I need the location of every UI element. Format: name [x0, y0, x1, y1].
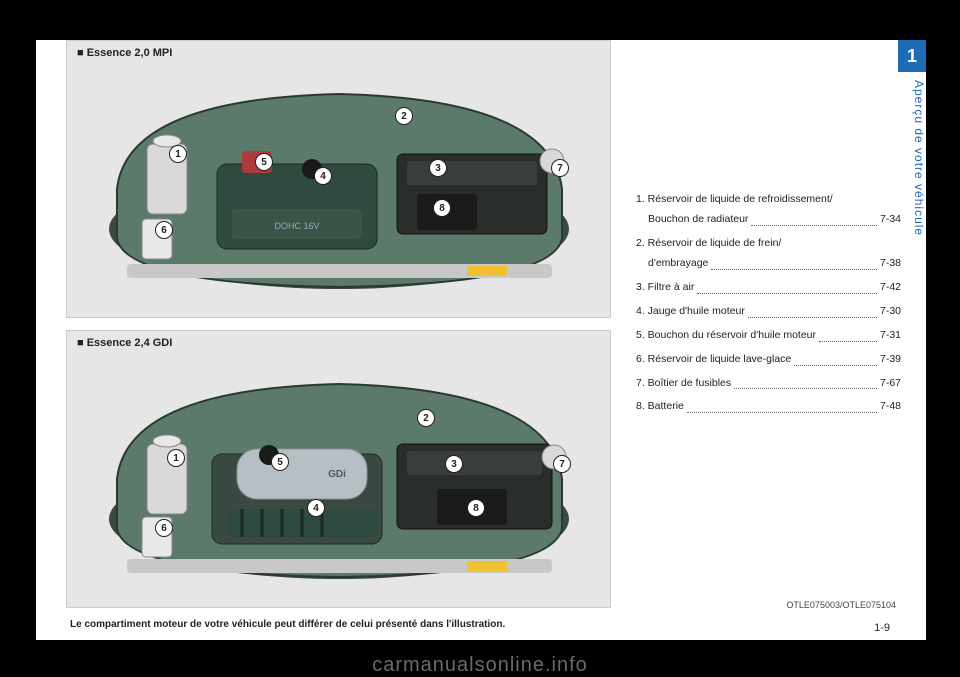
callout-5: 5: [255, 153, 273, 171]
callout-6: 6: [155, 221, 173, 239]
list-item: 7. Boîtier de fusibles7-67: [636, 374, 901, 394]
figure-engine-bottom: ■ Essence 2,4 GDI GDi: [66, 330, 611, 608]
svg-text:GDi: GDi: [328, 469, 346, 480]
callout-5: 5: [271, 453, 289, 471]
callout-1: 1: [169, 145, 187, 163]
callout-3: 3: [429, 159, 447, 177]
callout-2: 2: [395, 107, 413, 125]
list-item: 2. Réservoir de liquide de frein/d'embra…: [636, 234, 901, 274]
figure-caption: Le compartiment moteur de votre véhicule…: [70, 619, 505, 630]
callout-2: 2: [417, 409, 435, 427]
manual-page: 1 Aperçu de votre véhicule CarManuals2.c…: [36, 40, 926, 640]
section-side-label: Aperçu de votre véhicule: [906, 80, 926, 290]
page-number: 1-9: [874, 622, 890, 634]
list-item: 5. Bouchon du réservoir d'huile moteur7-…: [636, 326, 901, 346]
engine-illustration-top: DOHC 16V 1 2 3 4 5 6 7 8: [97, 69, 582, 294]
callout-7: 7: [553, 455, 571, 473]
svg-text:DOHC 16V: DOHC 16V: [274, 221, 319, 231]
callout-7: 7: [551, 159, 569, 177]
callout-4: 4: [314, 167, 332, 185]
component-list: 1. Réservoir de liquide de refroidisseme…: [636, 190, 901, 421]
callout-3: 3: [445, 455, 463, 473]
callout-6: 6: [155, 519, 173, 537]
figure-bottom-label: ■ Essence 2,4 GDI: [77, 337, 172, 349]
list-item: 3. Filtre à air7-42: [636, 278, 901, 298]
figure-engine-top: ■ Essence 2,0 MPI DOHC 16V: [66, 40, 611, 318]
callout-1: 1: [167, 449, 185, 467]
figure-code: OTLE075003/OTLE075104: [786, 600, 896, 610]
engine-illustration-bottom: GDi 1 2 3 4 5 6 7 8: [97, 359, 582, 584]
list-item: 1. Réservoir de liquide de refroidisseme…: [636, 190, 901, 230]
figure-top-label: ■ Essence 2,0 MPI: [77, 47, 172, 59]
list-item: 6. Réservoir de liquide lave-glace7-39: [636, 350, 901, 370]
callout-8: 8: [433, 199, 451, 217]
footer-watermark: carmanualsonline.info: [0, 654, 960, 677]
section-tab: 1: [898, 40, 926, 72]
callout-8: 8: [467, 499, 485, 517]
list-item: 8. Batterie7-48: [636, 397, 901, 417]
callout-4: 4: [307, 499, 325, 517]
list-item: 4. Jauge d'huile moteur7-30: [636, 302, 901, 322]
